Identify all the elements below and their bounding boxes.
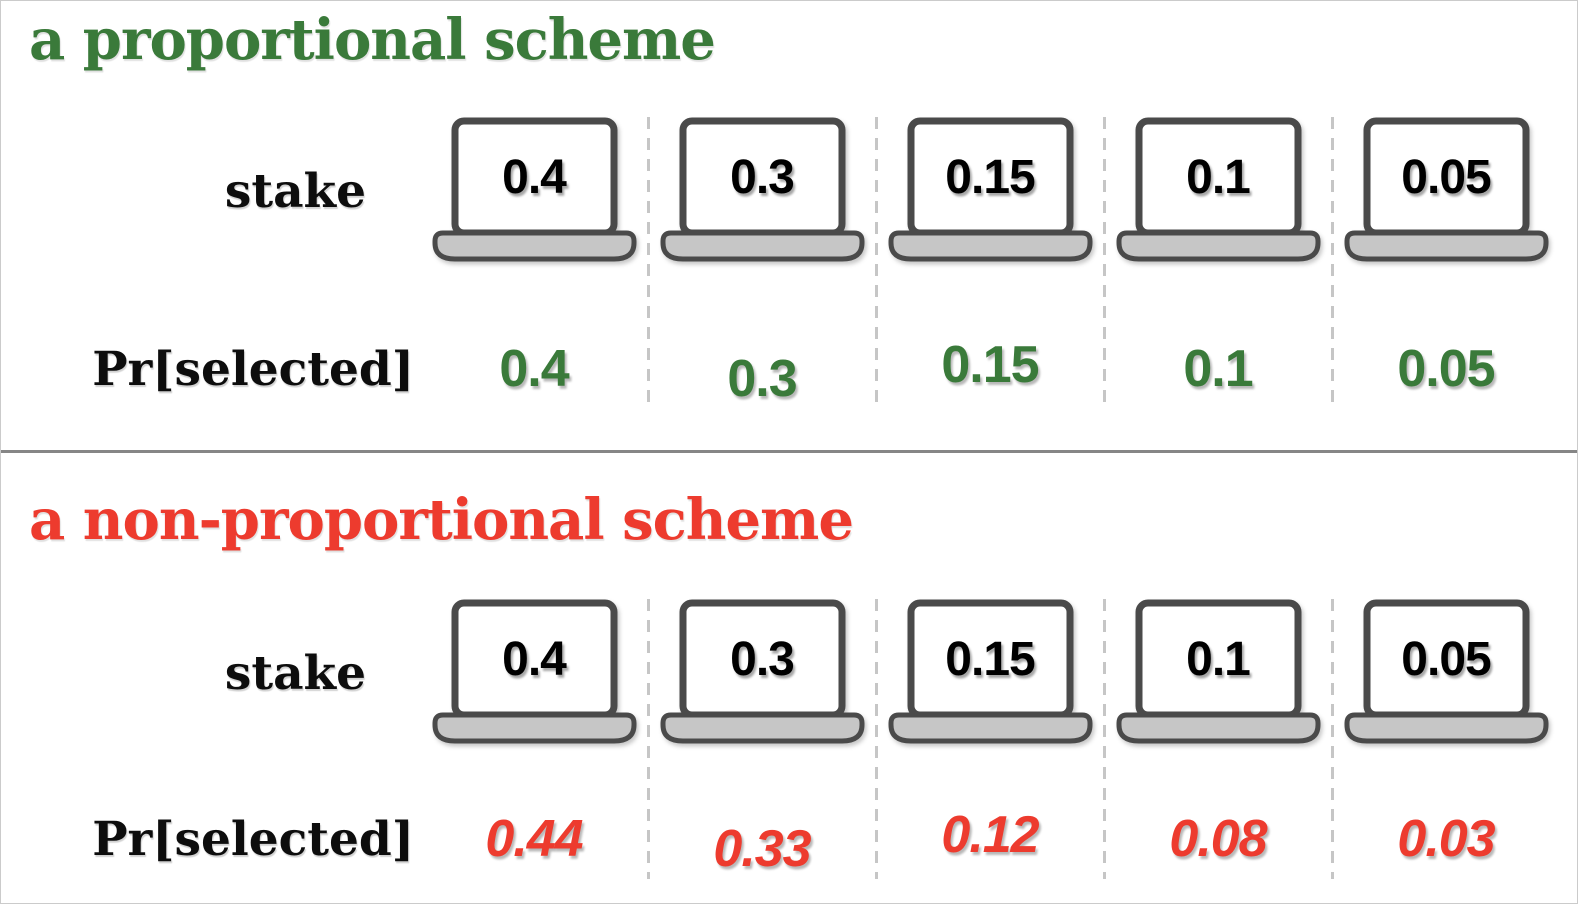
pr-selected-row-label: Pr[selected] — [92, 811, 414, 867]
stake-value: 0.15 — [945, 632, 1035, 686]
laptop-icon — [888, 599, 1092, 744]
probability-value: 0.4 — [499, 340, 569, 398]
laptop-icon: 0.4 — [431, 599, 638, 747]
laptop-icon — [888, 117, 1092, 262]
stake-value: 0.3 — [730, 150, 795, 204]
laptop-icon: 0.4 — [431, 117, 638, 265]
laptop-icon — [1116, 117, 1320, 262]
laptop-icon: 0.1 — [1115, 599, 1322, 747]
probability-value: 0.05 — [1397, 340, 1495, 398]
laptop-icon: 0.15 — [887, 117, 1094, 265]
laptop-icon — [660, 599, 864, 744]
probability-value: 0.33 — [713, 820, 811, 878]
section-non-proportional: a non-proportional scheme stake Pr[selec… — [1, 453, 1577, 903]
laptop-icon — [1344, 117, 1548, 262]
laptop-icon: 0.05 — [1343, 117, 1550, 265]
node-column: 0.05 0.05 — [1331, 117, 1560, 409]
stake-value: 0.4 — [502, 150, 567, 204]
probability-value: 0.44 — [485, 810, 583, 868]
section-title: a non-proportional scheme — [29, 487, 854, 553]
probability-value: 0.1 — [1183, 340, 1253, 398]
probability-value: 0.12 — [941, 806, 1039, 864]
laptop-icon: 0.15 — [887, 599, 1094, 747]
stake-row-label: stake — [224, 645, 366, 701]
section-title: a proportional scheme — [29, 7, 716, 73]
scheme-grid: stake Pr[selected] 0.4 0.44 — [1, 599, 1560, 879]
row-labels: stake Pr[selected] — [1, 117, 420, 409]
probability-value: 0.08 — [1169, 810, 1267, 868]
stake-value: 0.1 — [1186, 150, 1251, 204]
stake-row-label: stake — [224, 163, 366, 219]
laptop-icon: 0.3 — [659, 117, 866, 265]
node-column: 0.3 0.33 — [647, 599, 876, 879]
node-column: 0.05 0.03 — [1331, 599, 1560, 879]
probability-value: 0.3 — [727, 350, 797, 408]
laptop-icon — [432, 117, 636, 262]
laptop-icon — [432, 599, 636, 744]
laptop-icon — [1344, 599, 1548, 744]
node-column: 0.1 0.1 — [1103, 117, 1332, 409]
pr-selected-row-label: Pr[selected] — [92, 341, 414, 397]
laptop-icon: 0.05 — [1343, 599, 1550, 747]
probability-value: 0.15 — [941, 336, 1039, 394]
laptop-icon: 0.3 — [659, 599, 866, 747]
node-column: 0.15 0.15 — [875, 117, 1104, 409]
scheme-grid: stake Pr[selected] 0.4 0.4 — [1, 117, 1560, 409]
stake-value: 0.05 — [1401, 632, 1491, 686]
stake-value: 0.4 — [502, 632, 567, 686]
stake-value: 0.15 — [945, 150, 1035, 204]
node-column: 0.4 0.4 — [420, 117, 648, 409]
stake-value: 0.3 — [730, 632, 795, 686]
node-column: 0.15 0.12 — [875, 599, 1104, 879]
node-column: 0.3 0.3 — [647, 117, 876, 409]
laptop-icon — [660, 117, 864, 262]
node-column: 0.1 0.08 — [1103, 599, 1332, 879]
section-divider — [1, 450, 1577, 453]
node-column: 0.4 0.44 — [420, 599, 648, 879]
stake-value: 0.05 — [1401, 150, 1491, 204]
laptop-icon: 0.1 — [1115, 117, 1322, 265]
stake-value: 0.1 — [1186, 632, 1251, 686]
row-labels: stake Pr[selected] — [1, 599, 420, 879]
laptop-icon — [1116, 599, 1320, 744]
section-proportional: a proportional scheme stake Pr[selected]… — [1, 1, 1577, 450]
probability-value: 0.03 — [1397, 810, 1495, 868]
